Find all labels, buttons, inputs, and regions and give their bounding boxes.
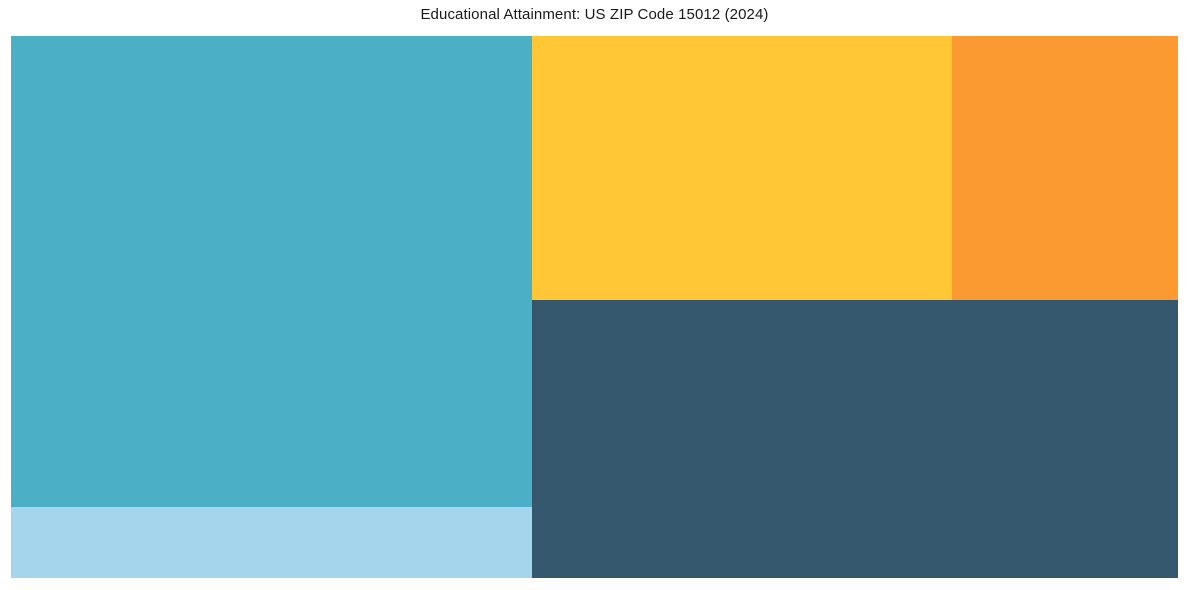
treemap-tile-2[interactable] (532, 36, 952, 300)
treemap-tile-4[interactable] (532, 300, 1178, 578)
treemap-tile-3[interactable] (952, 36, 1178, 300)
page-title: Educational Attainment: US ZIP Code 1501… (420, 6, 769, 23)
treemap-plot-area (11, 36, 1178, 578)
treemap-tile-5[interactable] (11, 507, 532, 578)
treemap-tile-1[interactable] (11, 36, 532, 507)
